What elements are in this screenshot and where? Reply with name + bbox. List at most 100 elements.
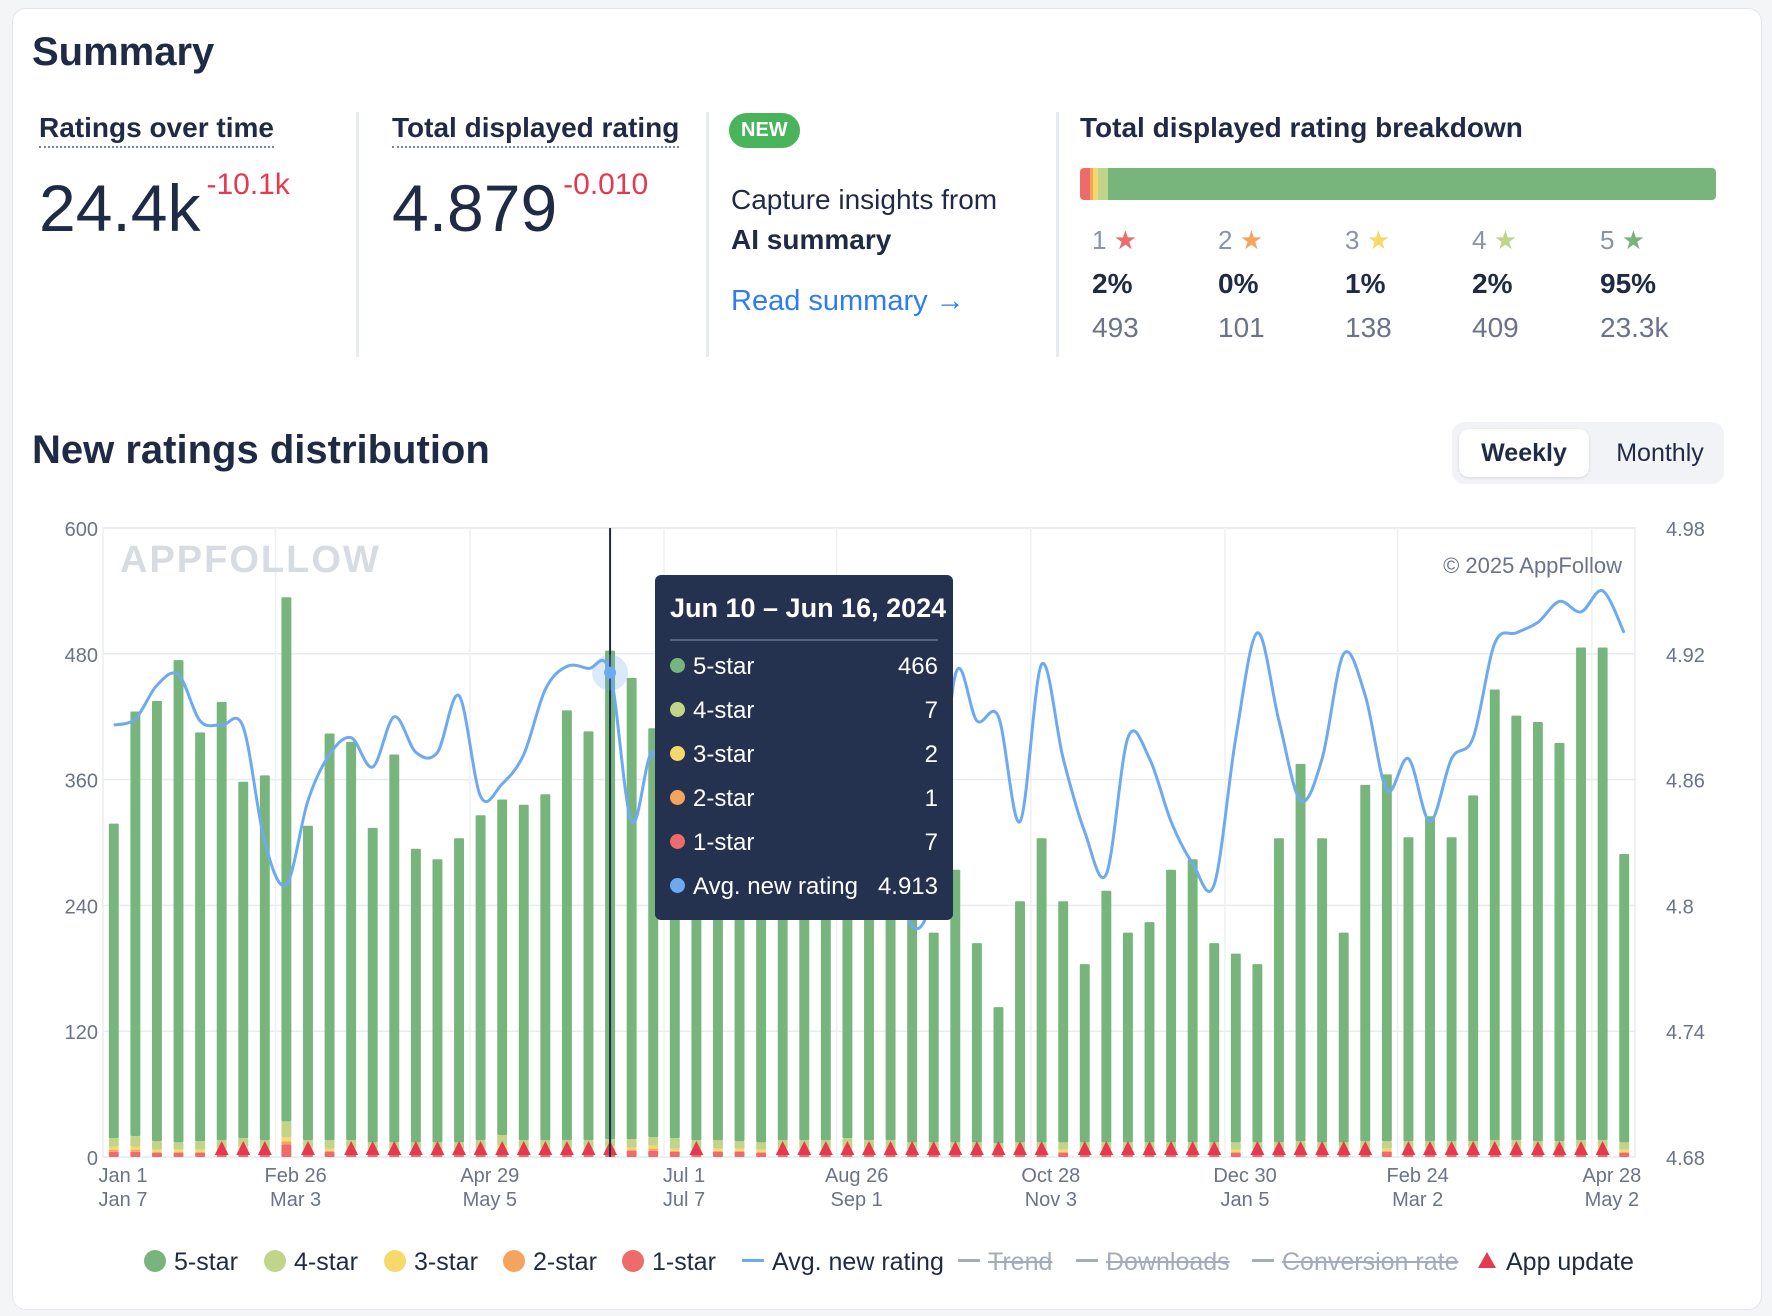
legend-label: Trend [988,1248,1053,1276]
chart-tooltip: Jun 10 – Jun 16, 2024 5-star 466 4-star 7 3-… [655,575,953,920]
legend-line-icon [958,1258,980,1262]
bar-1-star [1619,1152,1630,1157]
app-update-marker [538,1141,553,1155]
x-tick-label-secondary: May 5 [463,1189,517,1211]
bar-5-star [195,732,206,1142]
breakdown-star-number: 3 [1345,225,1360,255]
tooltip-title: Jun 10 – Jun 16, 2024 [670,593,947,623]
tooltip-row-value: 7 [924,829,938,856]
bar-3-star [1381,1148,1392,1151]
tooltip-dot-icon [670,790,685,806]
legend-label: App update [1506,1248,1634,1276]
app-update-marker [1207,1141,1222,1155]
bar-5-star [173,660,184,1143]
legend-item-3-star[interactable]: 3-star [384,1248,478,1277]
app-update-marker [257,1141,272,1155]
app-update-marker [387,1141,402,1155]
ratings-over-time[interactable]: Ratings over time 24.4k -10.1k [39,112,290,246]
breakdown-percent: 0% [1218,268,1259,299]
bar-5-star [1381,774,1392,1142]
tooltip-row-label: 3-star [693,741,755,768]
bar-5-star [367,827,378,1143]
bar-1-star [1230,1152,1241,1157]
bar-4-star [195,1141,206,1150]
breakdown-segment-1-star [1080,168,1090,200]
tooltip-row-label: 1-star [693,829,755,856]
bar-5-star [1187,859,1198,1143]
tooltip-row-value: 2 [924,741,938,768]
app-update-marker [300,1141,315,1155]
bar-5-star [1144,922,1155,1143]
new-badge: NEW [729,113,800,148]
tooltip-row: Avg. new rating 4.913 [670,873,938,903]
divider [1056,112,1059,357]
bar-1-star [324,1151,335,1157]
bar-1-star [626,1150,637,1157]
legend-item-downloads[interactable]: Downloads [1076,1248,1230,1277]
bar-5-star [216,702,227,1141]
bar-5-star [389,754,400,1143]
bar-1-star [130,1151,141,1157]
app-update-marker [818,1141,833,1155]
legend-label: 1-star [652,1248,716,1276]
app-update-marker [862,1141,876,1155]
tooltip-row: 5-star 466 [670,653,938,683]
legend-line-icon [742,1258,764,1262]
bar-4-star [669,1138,680,1149]
tooltip-divider [670,639,938,641]
legend-item-app-update[interactable]: App update [1478,1248,1634,1277]
app-update-marker [1142,1141,1157,1155]
bar-1-star [151,1152,162,1157]
ai-summary-line2: AI summary [731,220,997,260]
bar-5-star [1230,953,1241,1143]
breakdown-bar [1080,168,1716,200]
weekly-option[interactable]: Weekly [1459,429,1589,477]
bar-1-star [195,1152,206,1157]
bar-5-star [971,943,982,1143]
breakdown-star-number: 2 [1218,225,1233,255]
star-icon: ★ [1366,225,1391,255]
legend-item-5-star[interactable]: 5-star [144,1248,238,1277]
bar-5-star [259,775,270,1141]
breakdown-percent: 95% [1600,268,1657,299]
tooltip-row-label: 5-star [693,653,755,680]
app-update-marker [408,1141,423,1155]
legend-label: Conversion rate [1282,1248,1459,1276]
legend-item-avg-new-rating[interactable]: Avg. new rating [742,1248,944,1277]
app-update-marker [1293,1141,1308,1155]
breakdown-item-5-star: 5 ★ 95% 23.3k [1600,225,1710,344]
read-summary-link[interactable]: Read summary → [731,285,965,317]
bar-3-star [173,1149,184,1152]
breakdown-percent: 2% [1092,268,1133,299]
total-displayed-rating-label[interactable]: Total displayed rating [392,112,680,148]
bar-5-star [1403,837,1414,1142]
bar-4-star [712,1140,723,1149]
legend-item-1-star[interactable]: 1-star [622,1248,716,1277]
bar-2-star [626,1149,637,1151]
legend-item-2-star[interactable]: 2-star [503,1248,597,1277]
bar-5-star [1446,837,1457,1142]
tooltip-row: 1-star 7 [670,829,938,859]
monthly-option[interactable]: Monthly [1616,439,1704,467]
bar-5-star [1036,838,1047,1143]
legend-item-trend[interactable]: Trend [958,1248,1052,1277]
ratings-over-time-label[interactable]: Ratings over time [39,112,274,148]
legend-item-4-star[interactable]: 4-star [264,1248,358,1277]
legend-item-conversion-rate[interactable]: Conversion rate [1252,1248,1458,1277]
bar-2-star [712,1150,723,1152]
bar-5-star [1489,689,1500,1141]
app-update-marker [1099,1141,1114,1155]
breakdown-star-number: 5 [1600,225,1615,255]
total-displayed-rating[interactable]: Total displayed rating 4.879 -0.010 [392,112,680,246]
bar-3-star [712,1148,723,1151]
breakdown-segment-2-star [1090,168,1093,200]
bar-2-star [281,1141,292,1145]
bar-1-star [108,1151,119,1157]
bar-5-star [1597,647,1608,1141]
tooltip-dot-icon [670,658,685,674]
x-tick-label: Apr 28 [1582,1165,1641,1187]
bar-5-star [324,733,335,1141]
app-update-marker [344,1141,359,1155]
chart-copyright: © 2025 AppFollow [1443,553,1622,578]
app-update-marker [948,1141,963,1155]
